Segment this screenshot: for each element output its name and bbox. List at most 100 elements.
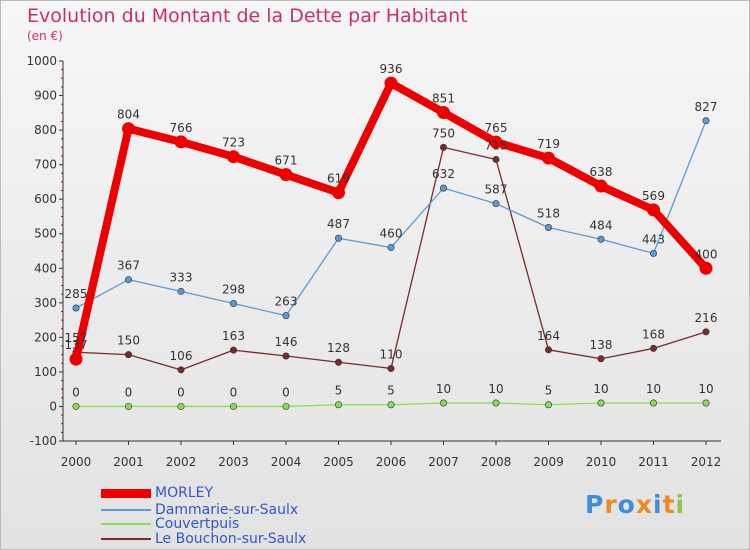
data-label-morley: 766 (170, 121, 193, 135)
data-point-couvertpuis (492, 399, 500, 407)
x-tick-label: 2000 (61, 455, 92, 469)
legend-swatch-couvertpuis (101, 523, 151, 525)
logo-letter: r (604, 490, 618, 519)
y-tick-label: 600 (34, 192, 57, 206)
legend-item-bouchon: Le Bouchon-sur-Saulx (101, 531, 307, 547)
data-point-bouchon (282, 352, 290, 360)
x-tick-label: 2007 (428, 455, 459, 469)
x-tick-label: 2003 (218, 455, 249, 469)
x-tick-label: 2002 (166, 455, 197, 469)
data-label-dammarie: 333 (170, 270, 193, 284)
data-label-couvertpuis: 10 (488, 382, 503, 396)
legend-label-morley: MORLEY (155, 485, 214, 501)
proxiti-logo: Proxiti (585, 490, 685, 519)
data-label-couvertpuis: 5 (335, 384, 343, 398)
series-lines (69, 76, 713, 410)
data-point-couvertpuis (177, 402, 185, 410)
data-label-morley: 804 (117, 108, 140, 122)
y-tick-label: 700 (34, 158, 57, 172)
data-label-couvertpuis: 5 (387, 384, 395, 398)
data-label-morley: 137 (65, 338, 88, 352)
legend-item-morley: MORLEY (101, 485, 214, 501)
data-point-dammarie (282, 312, 290, 320)
data-label-morley: 851 (432, 91, 455, 105)
legend-label-bouchon: Le Bouchon-sur-Saulx (155, 531, 307, 547)
data-label-bouchon: 150 (117, 334, 140, 348)
series-labels: 0 0 0 0 0 5 5 10 10 5 10 10 10 157 150 106 163 146 128 110 7… (65, 62, 718, 399)
x-tick-label: 2010 (586, 455, 617, 469)
data-label-dammarie: 587 (485, 183, 508, 197)
data-point-couvertpuis (230, 402, 238, 410)
data-label-morley: 638 (590, 165, 613, 179)
data-point-morley (279, 168, 293, 182)
data-label-dammarie: 632 (432, 167, 455, 181)
data-point-couvertpuis (72, 402, 80, 410)
data-point-couvertpuis (439, 399, 447, 407)
data-point-couvertpuis (387, 401, 395, 409)
legend-label-couvertpuis: Couvertpuis (155, 516, 240, 532)
series-line-bouchon (75, 146, 707, 371)
logo-letter: x (635, 490, 653, 519)
legend-item-dammarie: Dammarie-sur-Saulx (101, 502, 298, 518)
data-point-bouchon (492, 155, 500, 163)
data-label-bouchon: 157 (65, 331, 88, 345)
data-point-morley (69, 352, 83, 366)
data-point-bouchon (177, 366, 185, 374)
data-label-couvertpuis: 10 (698, 382, 713, 396)
y-tick-label: 800 (34, 123, 57, 137)
data-label-bouchon: 138 (590, 338, 613, 352)
data-point-morley (174, 135, 188, 149)
data-point-couvertpuis (597, 399, 605, 407)
x-tick-label: 2006 (376, 455, 407, 469)
data-point-couvertpuis (649, 399, 657, 407)
data-point-morley (384, 76, 398, 90)
chart-title: Evolution du Montant de la Dette par Hab… (27, 5, 468, 27)
data-label-bouchon: 163 (222, 329, 245, 343)
data-label-bouchon: 146 (275, 335, 298, 349)
data-label-bouchon: 216 (695, 311, 718, 325)
data-label-couvertpuis: 0 (125, 385, 133, 399)
data-label-bouchon: 110 (380, 347, 403, 361)
y-tick-label: 400 (34, 261, 57, 275)
data-label-bouchon: 164 (537, 329, 560, 343)
data-point-bouchon (334, 358, 342, 366)
data-point-dammarie (177, 287, 185, 295)
x-tick-label: 2004 (271, 455, 302, 469)
data-label-couvertpuis: 10 (646, 382, 661, 396)
data-label-morley: 671 (275, 154, 298, 168)
data-label-dammarie: 487 (327, 217, 350, 231)
data-point-dammarie (492, 200, 500, 208)
data-point-bouchon (649, 344, 657, 352)
x-tick-label: 2012 (691, 455, 722, 469)
legend-swatch-morley (101, 488, 151, 498)
y-tick-label: -100 (30, 434, 57, 448)
data-point-dammarie (72, 304, 80, 312)
logo-letter: P (585, 490, 605, 519)
data-point-bouchon (544, 346, 552, 354)
y-tick-label: 300 (34, 296, 57, 310)
x-tick-label: 2009 (533, 455, 564, 469)
y-tick-label: 0 (49, 399, 57, 413)
data-label-bouchon: 168 (642, 327, 665, 341)
x-tick-label: 2005 (323, 455, 354, 469)
data-point-dammarie (597, 235, 605, 243)
logo-letter: i (653, 490, 663, 519)
data-label-morley: 719 (537, 137, 560, 151)
data-label-couvertpuis: 0 (282, 385, 290, 399)
data-point-couvertpuis (702, 399, 710, 407)
data-point-dammarie (544, 224, 552, 232)
data-label-morley: 936 (380, 62, 403, 76)
data-label-couvertpuis: 0 (177, 385, 185, 399)
data-point-bouchon (597, 355, 605, 363)
data-point-morley (437, 105, 450, 119)
data-point-morley (122, 122, 135, 136)
logo-letter: i (675, 490, 686, 519)
data-label-dammarie: 518 (537, 207, 560, 221)
legend-swatch-bouchon (101, 538, 151, 540)
y-tick-label: 100 (34, 365, 57, 379)
x-tick-label: 2008 (481, 455, 512, 469)
data-point-dammarie (125, 276, 133, 284)
y-tick-label: 900 (34, 89, 57, 103)
data-label-dammarie: 460 (380, 227, 403, 241)
data-point-bouchon (230, 346, 238, 354)
